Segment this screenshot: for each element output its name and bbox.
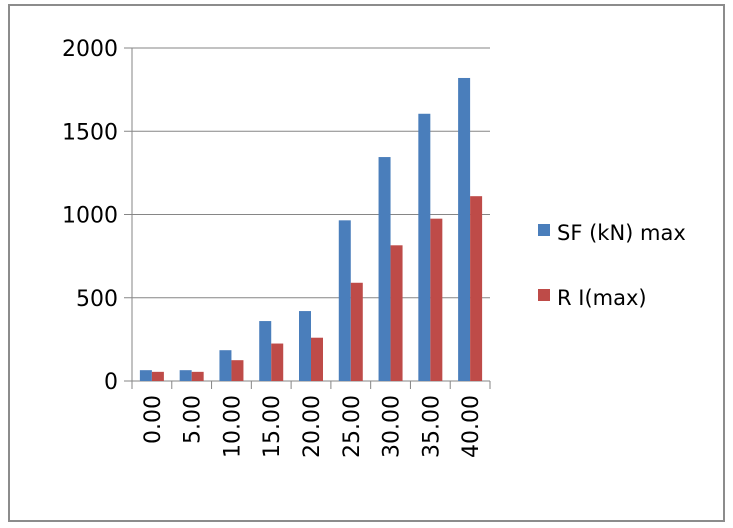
bar-sf-kn-max	[418, 113, 431, 381]
bar-sf-kn-max	[378, 157, 391, 381]
bar-r-i-max	[311, 337, 323, 381]
x-tick-label: 20.00	[300, 395, 325, 458]
bar-sf-kn-max	[219, 350, 232, 381]
y-tick-label: 1500	[62, 120, 118, 145]
x-tick-label: 35.00	[419, 395, 444, 458]
x-tick-label: 0.00	[141, 395, 166, 444]
bar-sf-kn-max	[458, 77, 471, 381]
x-tick-label: 15.00	[260, 395, 285, 458]
bar-r-i-max	[430, 218, 443, 381]
legend-label: R I(max)	[557, 286, 647, 310]
bar-sf-kn-max	[259, 321, 272, 381]
legend-label: SF (kN) max	[557, 221, 686, 245]
bar-sf-kn-max	[179, 370, 192, 381]
x-tick-label: 30.00	[380, 395, 405, 458]
y-tick-label: 500	[76, 287, 118, 312]
x-tick-label: 5.00	[181, 395, 206, 444]
y-tick-label: 1000	[62, 204, 118, 229]
bar-r-i-max	[231, 360, 244, 381]
bar-r-i-max	[151, 371, 164, 381]
chart-frame	[8, 4, 725, 522]
x-tick-label: 10.00	[220, 395, 245, 458]
x-tick-label: 25.00	[340, 395, 365, 458]
bar-r-i-max	[390, 245, 403, 381]
bar-sf-kn-max	[139, 370, 152, 381]
y-tick-label: 0	[104, 370, 118, 395]
bar-r-i-max	[470, 196, 483, 381]
y-tick-label: 2000	[62, 37, 118, 62]
bar-sf-kn-max	[338, 220, 351, 381]
bar-r-i-max	[350, 282, 363, 381]
bar-r-i-max	[271, 343, 284, 381]
legend-swatch	[538, 224, 550, 236]
legend-swatch	[538, 289, 550, 301]
x-tick-label: 40.00	[459, 395, 484, 458]
bar-sf-kn-max	[299, 311, 311, 381]
bar-r-i-max	[191, 371, 204, 381]
